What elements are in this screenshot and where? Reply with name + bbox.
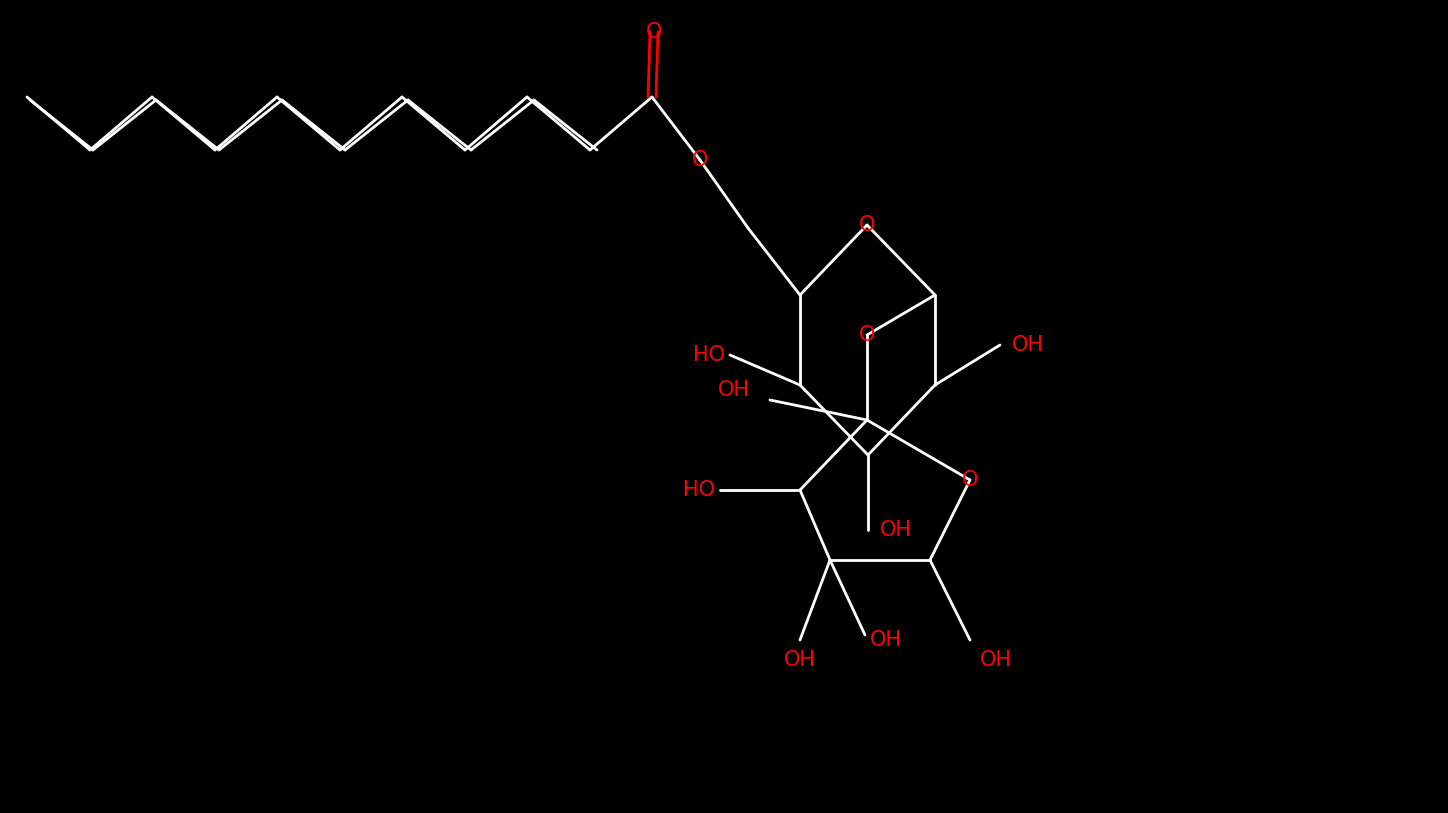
Text: O: O (646, 22, 662, 42)
Text: O: O (961, 470, 979, 490)
Text: OH: OH (783, 650, 817, 670)
Text: O: O (692, 150, 708, 170)
Text: OH: OH (718, 380, 750, 400)
Text: HO: HO (683, 480, 715, 500)
Text: OH: OH (980, 650, 1012, 670)
Text: OH: OH (880, 520, 912, 540)
Text: O: O (859, 215, 875, 235)
Text: HO: HO (694, 345, 725, 365)
Text: OH: OH (870, 630, 902, 650)
Text: OH: OH (1012, 335, 1044, 355)
Text: O: O (859, 325, 875, 345)
